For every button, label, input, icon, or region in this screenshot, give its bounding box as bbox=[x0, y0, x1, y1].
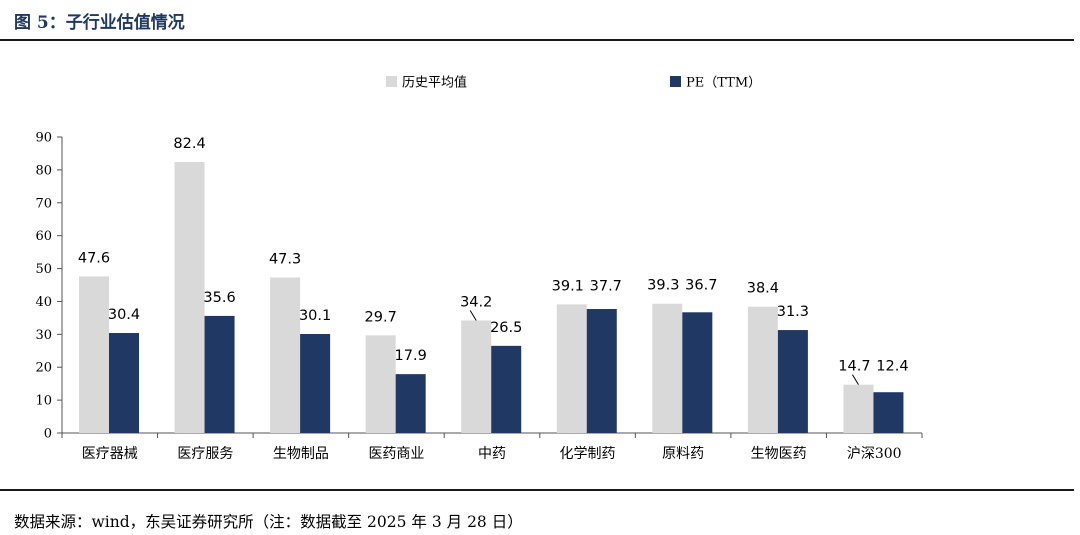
valuation-bar-chart: 历史平均值 PE（TTM） 0 10 20 30 40 50 60 70 80 90 47.6 30.… bbox=[35, 75, 923, 462]
bar-historical-average bbox=[556, 304, 587, 433]
bar-pe-ttm bbox=[491, 345, 522, 433]
data-label-historical-average: 47.3 bbox=[269, 251, 301, 267]
category-label: 沪深300 bbox=[847, 446, 902, 462]
data-source-note: 数据来源：wind，东吴证券研究所（注：数据截至 2025 年 3 月 28 日… bbox=[14, 513, 523, 531]
chart-data-labels: 47.6 30.4 82.4 35.6 47.3 30.1 29.7 17.9 34.2 26.5… bbox=[78, 136, 909, 385]
y-tick-label: 30 bbox=[35, 328, 52, 343]
data-label-pe-ttm: 35.6 bbox=[203, 290, 235, 306]
bar-pe-ttm bbox=[682, 312, 713, 433]
category-label: 医疗服务 bbox=[177, 446, 233, 462]
y-tick-label: 0 bbox=[44, 427, 52, 442]
category-label: 化学制药 bbox=[560, 446, 616, 462]
legend-swatch-pe-ttm bbox=[670, 76, 681, 87]
legend-label-historical-average: 历史平均值 bbox=[402, 75, 467, 91]
y-tick-label: 60 bbox=[35, 229, 52, 244]
data-label-historical-average: 82.4 bbox=[173, 136, 205, 152]
data-label-pe-ttm: 30.1 bbox=[299, 308, 331, 324]
data-label-leader-line bbox=[469, 310, 477, 321]
y-tick-label: 80 bbox=[35, 163, 52, 178]
bar-historical-average bbox=[652, 303, 683, 433]
data-label-historical-average: 39.1 bbox=[552, 278, 584, 294]
data-label-pe-ttm: 26.5 bbox=[490, 320, 522, 336]
bar-historical-average bbox=[747, 306, 778, 433]
bar-pe-ttm bbox=[586, 309, 617, 433]
bar-pe-ttm bbox=[109, 333, 139, 433]
category-label: 生物医药 bbox=[751, 446, 807, 462]
bottom-divider bbox=[0, 489, 1074, 491]
bar-historical-average bbox=[79, 276, 109, 433]
data-label-historical-average: 29.7 bbox=[365, 309, 397, 325]
data-label-historical-average: 14.7 bbox=[838, 359, 870, 375]
data-label-pe-ttm: 37.7 bbox=[590, 278, 622, 294]
y-tick-label: 70 bbox=[35, 196, 52, 211]
category-label: 医药商业 bbox=[368, 446, 424, 462]
data-label-pe-ttm: 17.9 bbox=[395, 348, 427, 364]
data-label-leader-line bbox=[852, 374, 859, 385]
bar-historical-average bbox=[461, 320, 492, 433]
data-label-historical-average: 34.2 bbox=[460, 295, 492, 311]
figure-title: 图 5：子行业估值情况 bbox=[14, 13, 185, 33]
data-label-pe-ttm: 36.7 bbox=[685, 278, 717, 294]
bar-historical-average bbox=[174, 161, 205, 433]
category-label: 医疗器械 bbox=[82, 446, 138, 462]
bar-pe-ttm bbox=[395, 374, 426, 433]
bar-pe-ttm bbox=[777, 330, 808, 433]
data-label-historical-average: 47.6 bbox=[78, 250, 110, 266]
y-tick-label: 40 bbox=[35, 295, 52, 310]
chart-bars bbox=[79, 161, 904, 433]
category-label: 生物制品 bbox=[273, 446, 329, 462]
bar-pe-ttm bbox=[204, 315, 235, 433]
data-label-historical-average: 39.3 bbox=[647, 278, 679, 294]
data-label-pe-ttm: 30.4 bbox=[108, 307, 140, 323]
top-divider bbox=[0, 39, 1074, 41]
bar-historical-average bbox=[365, 335, 396, 433]
data-label-pe-ttm: 31.3 bbox=[777, 304, 809, 320]
data-label-historical-average: 38.4 bbox=[747, 281, 779, 297]
category-label: 原料药 bbox=[662, 446, 704, 462]
bar-pe-ttm bbox=[873, 392, 904, 433]
bar-pe-ttm bbox=[300, 334, 331, 433]
data-label-pe-ttm: 12.4 bbox=[876, 359, 908, 375]
y-tick-label: 10 bbox=[35, 394, 52, 409]
bar-historical-average bbox=[270, 277, 301, 433]
chart-category-labels: 医疗器械 医疗服务 生物制品 医药商业 中药 化学制药 原料药 生物医药 沪深300 bbox=[82, 446, 902, 462]
y-tick-label: 50 bbox=[35, 262, 52, 277]
y-tick-label: 20 bbox=[35, 361, 52, 376]
y-tick-label: 90 bbox=[35, 131, 52, 146]
legend-swatch-historical-average bbox=[386, 76, 397, 87]
bar-historical-average bbox=[843, 384, 874, 433]
chart-legend: 历史平均值 PE（TTM） bbox=[386, 75, 761, 91]
legend-label-pe-ttm: PE（TTM） bbox=[686, 76, 761, 91]
category-label: 中药 bbox=[478, 446, 506, 462]
